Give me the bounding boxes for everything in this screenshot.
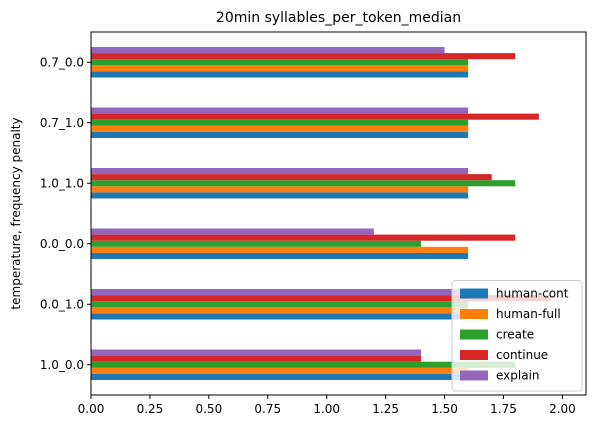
x-tick-label: 0.00 xyxy=(78,402,105,416)
legend-label-explain: explain xyxy=(496,369,540,383)
y-tick-label: 1.0_1.0 xyxy=(40,176,84,190)
legend-label-human-full: human-full xyxy=(496,307,561,321)
chart-title: 20min syllables_per_token_median xyxy=(216,10,461,26)
legend-swatch-explain xyxy=(460,370,488,381)
bar-continue-0.7_0.0 xyxy=(91,53,516,60)
x-tick-label: 0.50 xyxy=(195,402,222,416)
bar-human-cont-0.0_0.0 xyxy=(91,252,469,259)
bar-create-1.0_1.0 xyxy=(91,180,516,187)
y-axis-ticks: 1.0_0.0 0.0_1.0 0.0_0.0 1.0_1.0 0.7_1.0 0.7_0… xyxy=(40,55,91,372)
bar-human-cont-0.7_1.0 xyxy=(91,131,469,138)
bars-group xyxy=(91,47,551,380)
plot-frame xyxy=(90,31,587,396)
bar-create-1.0_0.0 xyxy=(91,361,516,368)
x-tick-label: 2.00 xyxy=(549,402,576,416)
bar-continue-0.0_1.0 xyxy=(91,295,551,302)
bar-continue-1.0_1.0 xyxy=(91,174,492,181)
bar-human-cont-0.7_0.0 xyxy=(91,71,469,78)
legend-swatch-human-cont xyxy=(460,288,488,299)
bar-human-full-0.0_1.0 xyxy=(91,307,469,314)
x-tick-label: 1.75 xyxy=(490,402,517,416)
y-tick-label: 0.7_0.0 xyxy=(40,55,84,69)
bar-human-full-1.0_0.0 xyxy=(91,367,469,374)
legend-swatch-continue xyxy=(460,350,488,360)
bar-explain-0.7_1.0 xyxy=(91,107,469,114)
x-tick-label: 1.50 xyxy=(431,402,458,416)
bar-human-full-0.7_0.0 xyxy=(91,65,469,72)
x-axis-ticks: 0.00 0.25 0.50 0.75 1.00 1.25 1.50 1.75 2.00 xyxy=(78,395,576,416)
legend-box xyxy=(451,280,583,392)
bar-create-0.7_1.0 xyxy=(91,119,469,126)
bar-human-cont-1.0_1.0 xyxy=(91,192,469,199)
x-tick-label: 1.00 xyxy=(313,402,340,416)
bar-human-cont-1.0_0.0 xyxy=(91,373,469,380)
bar-human-full-0.7_1.0 xyxy=(91,125,469,132)
bar-human-full-1.0_1.0 xyxy=(91,186,469,193)
x-tick-label: 1.25 xyxy=(372,402,399,416)
y-tick-label: 0.0_1.0 xyxy=(40,297,84,311)
y-tick-label: 1.0_0.0 xyxy=(40,358,84,372)
bar-create-0.0_0.0 xyxy=(91,240,421,247)
x-tick-label: 0.25 xyxy=(137,402,164,416)
legend-label-human-cont: human-cont xyxy=(496,287,569,301)
y-tick-label: 0.0_0.0 xyxy=(40,237,84,251)
legend-swatch-human-full xyxy=(460,309,488,319)
bar-continue-1.0_0.0 xyxy=(91,355,421,362)
bar-explain-1.0_0.0 xyxy=(91,349,421,356)
bar-human-cont-0.0_1.0 xyxy=(91,313,469,320)
bar-human-full-0.0_0.0 xyxy=(91,246,469,253)
bar-create-0.0_1.0 xyxy=(91,301,469,308)
bar-explain-0.0_0.0 xyxy=(91,228,374,235)
bar-explain-0.7_0.0 xyxy=(91,47,445,54)
x-tick-label: 0.75 xyxy=(254,402,281,416)
y-tick-label: 0.7_1.0 xyxy=(40,116,84,130)
bar-continue-0.7_1.0 xyxy=(91,113,539,120)
bar-continue-0.0_0.0 xyxy=(91,234,516,241)
y-axis-label: temperature, frequency penalty xyxy=(9,117,23,309)
bar-explain-0.0_1.0 xyxy=(91,289,469,296)
bar-create-0.7_0.0 xyxy=(91,59,469,66)
legend: human-cont human-full create continue explai… xyxy=(451,280,583,392)
legend-swatch-create xyxy=(460,329,488,340)
legend-label-continue: continue xyxy=(496,348,548,362)
legend-label-create: create xyxy=(496,328,534,342)
bar-explain-1.0_1.0 xyxy=(91,168,469,175)
